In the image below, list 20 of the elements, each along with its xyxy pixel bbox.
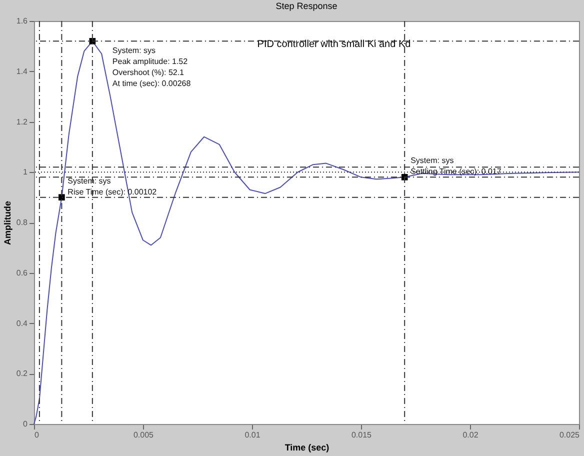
y-axis-title: Amplitude bbox=[2, 201, 12, 245]
y-tick-label: 1.4 bbox=[16, 66, 28, 76]
annotation: System: sys Peak amplitude: 1.52 Overshoot (%): 52.1 At time (sec): 0.00268 bbox=[112, 46, 192, 88]
x-tick-label: 0.025 bbox=[559, 430, 580, 440]
x-tick-label: 0.01 bbox=[244, 430, 261, 440]
y-tick-label: 0.2 bbox=[16, 369, 28, 378]
x-tick-label: 0.02 bbox=[462, 430, 479, 440]
y-tick-label: 0.8 bbox=[16, 218, 28, 227]
x-tick-label: 0.015 bbox=[351, 430, 372, 440]
chart-title: Step Response bbox=[276, 1, 338, 11]
annotation: PID controller with small Ki and Kd bbox=[257, 39, 411, 50]
y-tick-label: 1.2 bbox=[16, 117, 28, 126]
x-axis-title: Time (sec) bbox=[284, 442, 330, 452]
y-tick-label: 1 bbox=[23, 168, 28, 177]
y-tick-label: 0.4 bbox=[16, 318, 28, 328]
x-tick-label: 0 bbox=[34, 430, 40, 440]
y-tick-label: 0.6 bbox=[16, 268, 28, 278]
y-tick-label: 1.6 bbox=[16, 16, 28, 26]
y-tick-label: 0 bbox=[23, 420, 28, 428]
x-tick-label: 0.005 bbox=[133, 430, 154, 440]
